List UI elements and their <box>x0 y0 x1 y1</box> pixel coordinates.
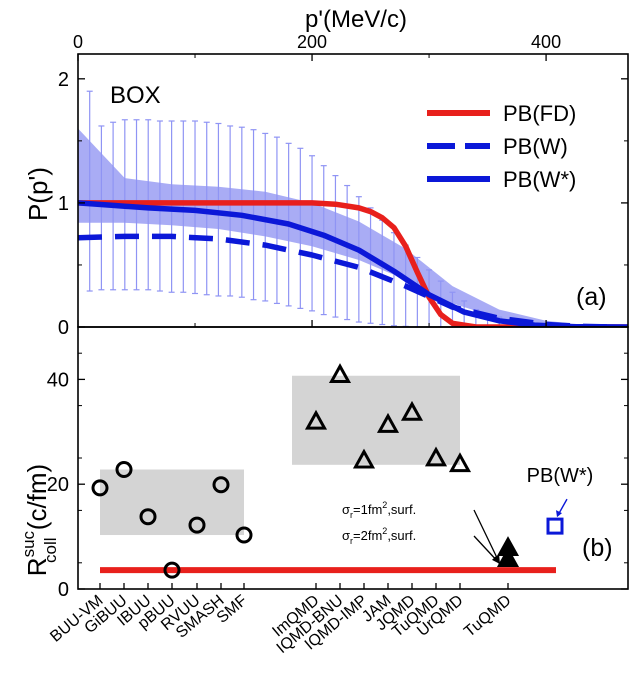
errorbar <box>215 122 222 297</box>
circle-marker <box>212 476 230 494</box>
annotation-text: σr=1fm2,surf. <box>342 500 416 520</box>
panel-a-plot-area <box>78 90 628 327</box>
legend: PB(FD) PB(W) PB(W*) <box>427 101 576 192</box>
errorbar <box>320 165 327 316</box>
annotation-part: σ <box>342 502 350 517</box>
triangle-marker <box>328 363 352 384</box>
circle-marker <box>91 479 109 497</box>
ylabel-base: R <box>22 557 52 576</box>
panel-a-ylabel: P(p') <box>23 167 53 221</box>
triangle-marker <box>400 400 424 421</box>
triangle-marker <box>376 412 400 433</box>
y-tick-label: 2 <box>58 69 69 91</box>
annotation-part: r <box>350 510 353 520</box>
y-tick-label: 0 <box>58 579 69 601</box>
circle-marker <box>235 526 253 544</box>
errorbar <box>355 196 362 323</box>
square-label: PB(W*) <box>527 465 594 487</box>
ylabel-units: (c/fm) <box>22 464 52 538</box>
y-tick-label: 1 <box>58 193 69 215</box>
errorbar <box>192 120 199 295</box>
circle-marker <box>139 508 157 526</box>
filled-triangle-marker <box>496 547 520 567</box>
errorbar <box>203 121 210 296</box>
triangle-marker <box>304 409 328 430</box>
panel-b-ticks: 0 20 40 <box>47 352 628 601</box>
annotation-part: =2fm <box>353 528 382 543</box>
annotation-part: 2 <box>382 526 387 536</box>
series-line-0 <box>78 200 628 327</box>
panel-a-label: (a) <box>576 283 607 311</box>
annotation-part: σ <box>342 528 350 543</box>
errorbar <box>367 207 374 324</box>
legend-label: PB(FD) <box>503 101 576 126</box>
square-arrowhead <box>556 510 562 518</box>
legend-label: PB(W*) <box>503 167 576 192</box>
y-tick-label: 40 <box>47 369 69 391</box>
errorbar <box>180 120 187 293</box>
square-marker <box>546 517 564 535</box>
circle-group-region <box>100 469 244 536</box>
ylabel-sup: suc <box>19 530 38 557</box>
panel-b-plot-area <box>91 363 568 579</box>
box-label: BOX <box>110 82 161 109</box>
errorbar <box>332 175 339 318</box>
triangle-marker <box>424 446 448 467</box>
top-x-tick-label: 0 <box>73 32 83 52</box>
top-x-tick-label: 400 <box>531 32 561 52</box>
annotation-part: r <box>350 536 353 546</box>
errorbar <box>227 125 234 297</box>
errorbar <box>86 90 93 292</box>
y-tick-label: 20 <box>47 474 69 496</box>
ylabel-sub: coll <box>41 537 60 563</box>
series-line-2 <box>78 200 628 327</box>
panel-b-label: (b) <box>582 534 613 562</box>
category-label: TuQMD <box>461 592 514 641</box>
annotation-part: ,surf. <box>387 502 416 517</box>
panel-a: 0 200 400 0 1 2 p'(MeV/c) P(p') BOX (a) PB(FD… <box>23 6 629 339</box>
circle-marker <box>163 561 181 579</box>
legend-label: PB(W) <box>503 134 568 159</box>
errorbar <box>238 126 245 298</box>
annotation-arrowhead <box>491 555 500 564</box>
annotation-part: =1fm <box>353 502 382 517</box>
top-x-tick-label: 200 <box>297 32 327 52</box>
triangle-marker <box>352 448 376 469</box>
annotation-text: σr=2fm2,surf. <box>342 526 416 546</box>
top-axis-label: p'(MeV/c) <box>305 6 407 33</box>
triangle-marker <box>448 452 472 473</box>
annotation-part: ,surf. <box>387 528 416 543</box>
annotations: σr=1fm2,surf.σr=2fm2,surf. <box>342 500 501 565</box>
panel-b-ylabel: Rsuc coll (c/fm) <box>19 464 60 576</box>
annotation-part: 2 <box>382 500 387 510</box>
y-tick-label: 0 <box>58 317 69 339</box>
annotation-arrow <box>473 509 501 565</box>
circle-marker <box>115 461 133 479</box>
errorbar <box>98 125 105 291</box>
circle-marker <box>188 516 206 534</box>
